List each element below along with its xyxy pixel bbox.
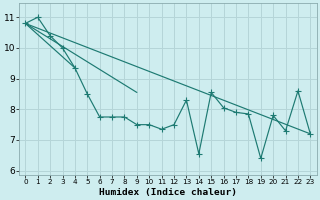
X-axis label: Humidex (Indice chaleur): Humidex (Indice chaleur) <box>99 188 237 197</box>
